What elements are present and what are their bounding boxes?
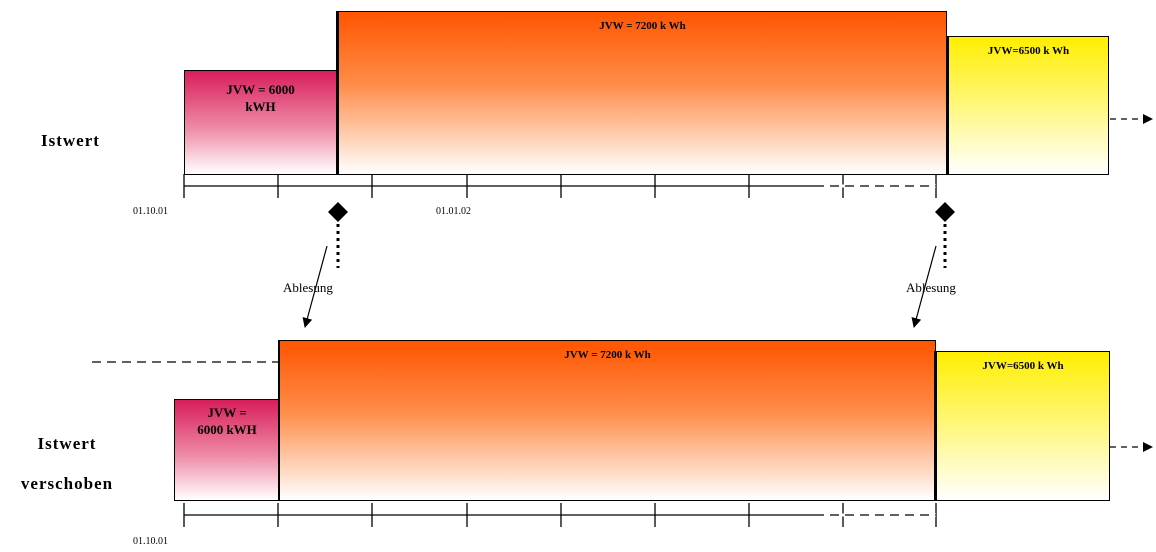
- reading-marker-right: [935, 202, 955, 222]
- row-label-istwert-verschoben: Istwert verschoben: [0, 424, 134, 504]
- box-label: JVW = 6000 kWH: [197, 405, 257, 437]
- date-start-top: 01.10.01: [133, 206, 168, 217]
- shift-arrow-right: [911, 245, 937, 328]
- reading-label-left: Ablesung: [283, 280, 333, 295]
- reading-marker-left: [328, 202, 348, 222]
- date-mid-top: 01.01.02: [436, 206, 471, 217]
- date-start-bottom: 01.10.01: [133, 536, 168, 547]
- reading-label-right: Ablesung: [906, 280, 956, 295]
- box-jvw-7200-top: JVW = 7200 k Wh: [336, 11, 947, 175]
- box-label: JVW=6500 k Wh: [987, 45, 1070, 57]
- box-jvw-6500-bottom: JVW=6500 k Wh: [934, 351, 1110, 501]
- box-jvw-6000-bottom: JVW = 6000 kWH: [174, 399, 280, 501]
- box-label: JVW = 6000 kWH: [226, 82, 295, 114]
- row-label-line1: Istwert: [37, 434, 97, 453]
- row-label-line2: verschoben: [20, 474, 114, 493]
- shift-arrow-left: [302, 245, 328, 328]
- box-label: JVW=6500 k Wh: [982, 360, 1064, 372]
- bottom-timeline: [183, 503, 937, 527]
- box-label: JVW = 7200 k Wh: [564, 349, 651, 361]
- row-label-istwert: Istwert: [41, 131, 100, 150]
- box-jvw-6500-top: JVW=6500 k Wh: [946, 36, 1109, 175]
- box-label: JVW = 7200 k Wh: [599, 20, 686, 32]
- box-jvw-6000-top: JVW = 6000 kWH: [184, 70, 337, 175]
- box-jvw-7200-bottom: JVW = 7200 k Wh: [278, 340, 936, 501]
- top-timeline: [183, 174, 937, 198]
